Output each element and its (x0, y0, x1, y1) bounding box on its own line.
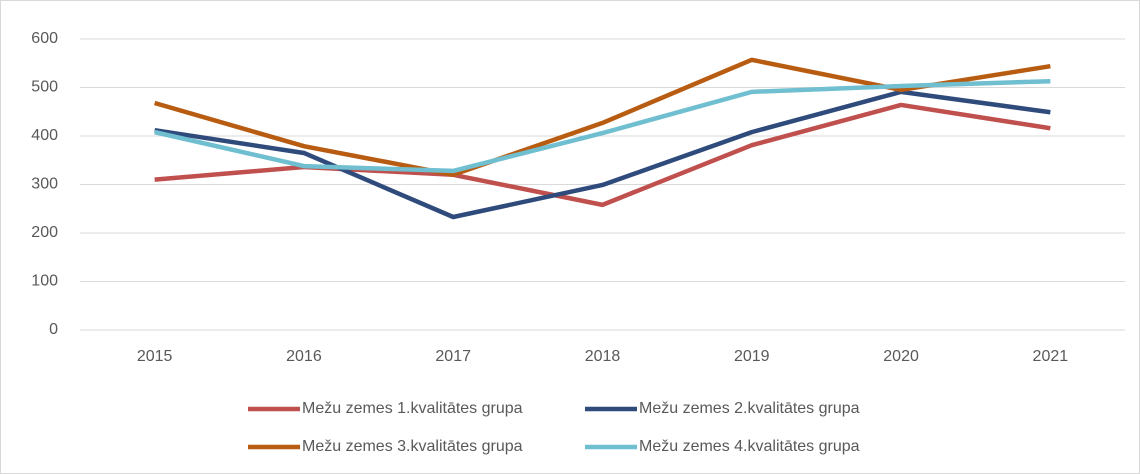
y-tick-label: 400 (31, 127, 58, 144)
y-tick-label: 200 (31, 224, 58, 241)
x-tick-label: 2018 (585, 348, 621, 365)
y-tick-label: 500 (31, 79, 58, 96)
legend-label: Mežu zemes 4.kvalitātes grupa (639, 438, 860, 455)
line-series (154, 78, 1051, 174)
legend-label: Mežu zemes 3.kvalitātes grupa (302, 438, 523, 455)
x-tick-label: 2016 (286, 348, 322, 365)
legend-label: Mežu zemes 2.kvalitātes grupa (639, 400, 860, 417)
x-tick-label: 2015 (137, 348, 173, 365)
x-tick-label: 2019 (734, 348, 770, 365)
y-tick-label: 300 (31, 176, 58, 193)
x-tick-label: 2017 (435, 348, 471, 365)
y-tick-label: 600 (31, 30, 58, 47)
line-series (154, 57, 1051, 178)
legend-label: Mežu zemes 1.kvalitātes grupa (302, 400, 523, 417)
y-tick-label: 100 (31, 273, 58, 290)
x-tick-label: 2021 (1033, 348, 1069, 365)
y-tick-label: 0 (49, 321, 58, 338)
x-tick-label: 2020 (883, 348, 919, 365)
